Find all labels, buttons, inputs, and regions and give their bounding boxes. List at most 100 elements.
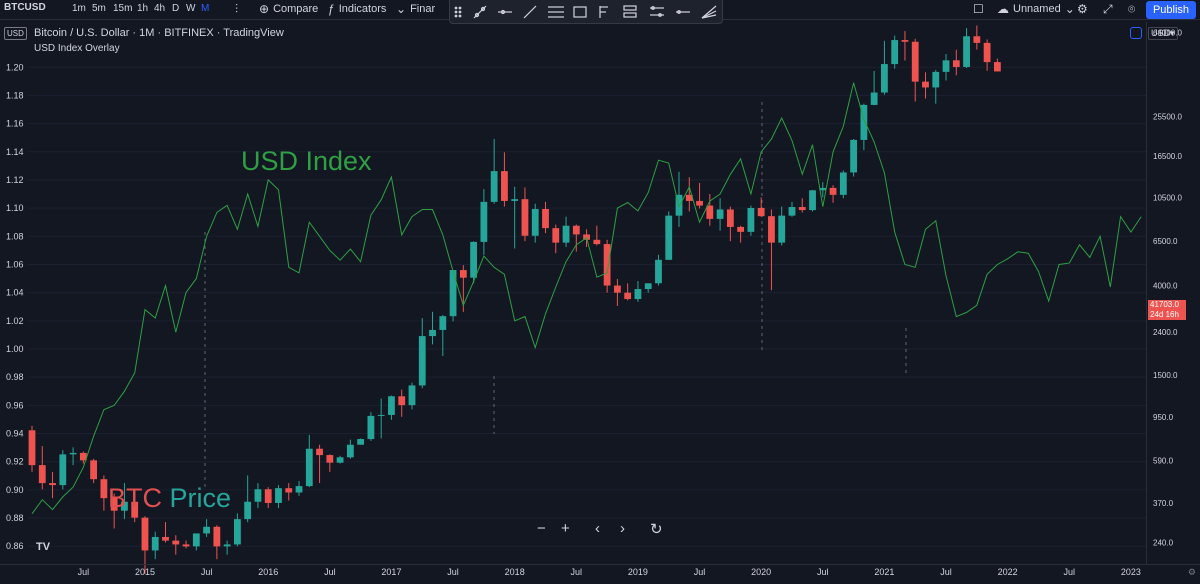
candle-body (377, 414, 385, 416)
btc-candle (264, 487, 272, 509)
price-line-icon[interactable] (676, 10, 690, 14)
candle-body (490, 171, 498, 202)
timeframe-1h[interactable]: 1h (137, 3, 149, 14)
btc-candle (922, 72, 929, 99)
btc-candle (316, 444, 323, 484)
candle-body (429, 329, 436, 337)
btc-candle (326, 454, 334, 472)
fullscreen-checkbox[interactable]: ☐ (973, 2, 984, 16)
price-tick: 16500.0 (1153, 152, 1182, 161)
candle-body (192, 533, 200, 547)
candle-body (459, 270, 467, 278)
fib-retracement-icon[interactable] (623, 5, 637, 18)
btc-candle (110, 493, 118, 529)
price-axis[interactable] (1146, 22, 1200, 564)
last-price-tag: 41703.0 24d 16h (1148, 300, 1186, 320)
horizontal-ray-icon[interactable] (498, 9, 512, 15)
candle-body (870, 92, 878, 105)
btc-candle (809, 189, 816, 212)
btc-candle (552, 224, 560, 254)
btc-candle (993, 58, 1001, 72)
drag-handle-icon[interactable] (454, 6, 462, 18)
scroll-left-button[interactable]: ‹ (595, 520, 600, 537)
timeframe-1m[interactable]: 1m (72, 3, 86, 14)
candle-body (911, 41, 919, 82)
btc-candle (439, 314, 447, 356)
usd-index-tick: 0.94 (6, 429, 24, 439)
financials-button[interactable]: ⌄ Finar (396, 2, 435, 16)
btc-candle (829, 185, 837, 203)
time-tick: Jul (447, 567, 459, 577)
pitchfork-icon[interactable] (599, 6, 608, 18)
btc-candle (346, 439, 354, 459)
btc-candle (963, 28, 970, 69)
btc-candle (162, 522, 169, 543)
square-icon: ☐ (973, 2, 984, 16)
candle-body (757, 207, 765, 217)
collapse-legend-icon[interactable] (1130, 27, 1142, 39)
candle-body (901, 40, 909, 42)
timeframe-15m[interactable]: 15m (113, 3, 133, 14)
btc-candle (336, 455, 344, 464)
btc-candle (480, 189, 488, 255)
symbol-search[interactable]: BTCUSD (4, 2, 46, 13)
usd-index-tick: 1.14 (6, 147, 24, 157)
time-tick: 2021 (874, 567, 894, 577)
time-tick: Jul (694, 567, 706, 577)
fullscreen-button[interactable]: ⤢ (1103, 2, 1113, 17)
usd-index-tick: 0.98 (6, 372, 24, 382)
candle-body (942, 60, 950, 72)
candle-body (809, 190, 816, 211)
candle-body (131, 501, 139, 518)
timeframe-w[interactable]: W (186, 3, 196, 14)
timeframe-d[interactable]: D (172, 3, 180, 14)
parallel-channel-icon[interactable] (548, 6, 564, 18)
publish-button[interactable]: Publish (1146, 1, 1196, 19)
candle-body (203, 526, 210, 534)
layout-menu[interactable]: ☁ Unnamed ⌄ (997, 2, 1075, 16)
timeframe-m[interactable]: M (201, 3, 210, 14)
btc-candle (69, 447, 77, 466)
btc-candle (203, 519, 210, 537)
timeframe-5m[interactable]: 5m (92, 3, 106, 14)
usd-index-tick: 0.90 (6, 485, 24, 495)
btc-word: BTC (108, 483, 162, 513)
btc-candle (377, 398, 385, 439)
time-axis[interactable] (0, 564, 1200, 584)
overlay-label: USD Index Overlay (34, 43, 120, 54)
zoom-out-button[interactable]: − (537, 520, 546, 537)
line-tool-icon[interactable] (523, 5, 537, 19)
candle-body (151, 536, 159, 551)
measure-icon[interactable] (650, 6, 664, 17)
drawing-tools (454, 5, 717, 19)
currency-selector[interactable]: USD▾ (1148, 27, 1178, 40)
settings-button[interactable]: ⚙ (1077, 2, 1088, 16)
btc-candle (151, 531, 159, 560)
usd-index-tick: 1.08 (6, 231, 24, 241)
fan-icon[interactable] (701, 5, 717, 19)
scroll-right-button[interactable]: › (620, 520, 625, 537)
usd-index-tick: 1.10 (6, 203, 24, 213)
trend-line-icon[interactable] (473, 5, 487, 19)
compare-button[interactable]: ⊕ Compare (259, 2, 318, 16)
btc-candle (542, 201, 549, 234)
time-tick: Jul (201, 567, 213, 577)
price-tick: 950.0 (1153, 413, 1174, 422)
candle-body (449, 270, 457, 317)
candle-body (408, 385, 416, 406)
timeframe-4h[interactable]: 4h (154, 3, 166, 14)
snapshot-button[interactable]: ⌾ (1128, 2, 1135, 17)
indicators-button[interactable]: ƒ Indicators (328, 2, 386, 16)
time-tick: 2018 (505, 567, 525, 577)
btc-candle (572, 224, 580, 252)
scale-badge[interactable]: USD (4, 27, 27, 40)
reset-chart-button[interactable]: ↻ (650, 521, 663, 538)
candle-body (593, 239, 601, 245)
rectangle-icon[interactable] (573, 6, 587, 18)
zoom-in-button[interactable]: + (561, 520, 570, 537)
btc-candle (172, 535, 180, 555)
btc-candle (28, 425, 36, 472)
chart-type-button[interactable]: ⫶ (235, 2, 238, 17)
axis-settings-icon[interactable]: ⚙ (1187, 567, 1196, 577)
